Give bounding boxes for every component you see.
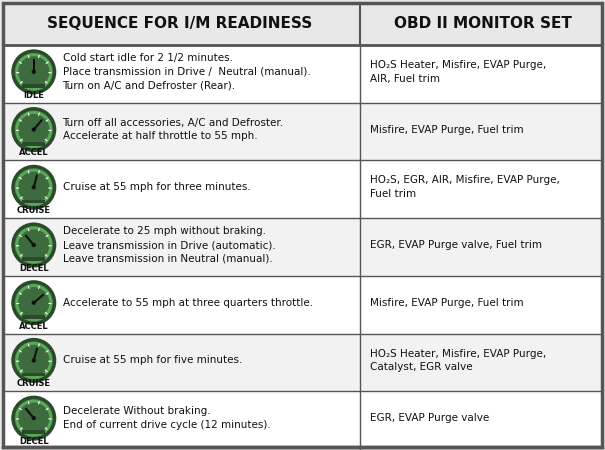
- Text: EGR, EVAP Purge valve: EGR, EVAP Purge valve: [370, 413, 489, 423]
- Circle shape: [19, 346, 49, 375]
- Text: SEQUENCE FOR I/M READINESS: SEQUENCE FOR I/M READINESS: [47, 17, 313, 32]
- Circle shape: [19, 403, 49, 433]
- Circle shape: [32, 243, 35, 247]
- Text: HO₂S Heater, Misfire, EVAP Purge,
AIR, Fuel trim: HO₂S Heater, Misfire, EVAP Purge, AIR, F…: [370, 60, 546, 84]
- Text: Cold start idle for 2 1/2 minutes.
Place transmission in Drive /  Neutral (manua: Cold start idle for 2 1/2 minutes. Place…: [62, 53, 310, 90]
- Circle shape: [16, 112, 51, 147]
- Bar: [3, 333, 602, 392]
- Bar: [22, 84, 45, 88]
- Circle shape: [32, 359, 35, 362]
- Circle shape: [16, 170, 51, 205]
- Circle shape: [19, 57, 49, 87]
- Text: Turn off all accessories, A/C and Defroster.
Accelerate at half throttle to 55 m: Turn off all accessories, A/C and Defros…: [62, 118, 284, 141]
- Text: CRUISE: CRUISE: [17, 206, 51, 215]
- Circle shape: [19, 288, 49, 318]
- Text: DECEL: DECEL: [19, 264, 48, 273]
- Bar: [22, 142, 45, 145]
- Circle shape: [16, 400, 51, 436]
- Text: Misfire, EVAP Purge, Fuel trim: Misfire, EVAP Purge, Fuel trim: [370, 298, 523, 308]
- Bar: [3, 3, 602, 45]
- Circle shape: [19, 172, 49, 202]
- Bar: [3, 161, 602, 218]
- Text: DECEL: DECEL: [19, 437, 48, 446]
- Text: EGR, EVAP Purge valve, Fuel trim: EGR, EVAP Purge valve, Fuel trim: [370, 240, 542, 250]
- Text: IDLE: IDLE: [24, 91, 44, 100]
- Circle shape: [13, 109, 54, 150]
- Bar: [22, 430, 45, 434]
- Circle shape: [19, 115, 49, 144]
- Bar: [22, 373, 45, 377]
- Text: HO₂S Heater, Misfire, EVAP Purge,
Catalyst, EGR valve: HO₂S Heater, Misfire, EVAP Purge, Cataly…: [370, 349, 546, 372]
- Text: Decelerate Without braking.
End of current drive cycle (12 minutes).: Decelerate Without braking. End of curre…: [62, 406, 270, 430]
- Circle shape: [16, 343, 51, 378]
- Circle shape: [13, 51, 54, 93]
- Circle shape: [32, 301, 35, 304]
- Circle shape: [13, 224, 54, 266]
- Circle shape: [13, 282, 54, 324]
- Text: Misfire, EVAP Purge, Fuel trim: Misfire, EVAP Purge, Fuel trim: [370, 125, 523, 135]
- Circle shape: [13, 340, 54, 381]
- Text: Decelerate to 25 mph without braking.
Leave transmission in Drive (automatic).
L: Decelerate to 25 mph without braking. Le…: [62, 226, 275, 264]
- Bar: [3, 45, 602, 103]
- Circle shape: [16, 227, 51, 263]
- Text: Cruise at 55 mph for three minutes.: Cruise at 55 mph for three minutes.: [62, 182, 250, 192]
- Text: OBD II MONITOR SET: OBD II MONITOR SET: [393, 17, 572, 32]
- Text: HO₂S, EGR, AIR, Misfire, EVAP Purge,
Fuel trim: HO₂S, EGR, AIR, Misfire, EVAP Purge, Fue…: [370, 176, 560, 199]
- Bar: [22, 315, 45, 319]
- Text: Cruise at 55 mph for five minutes.: Cruise at 55 mph for five minutes.: [62, 356, 242, 365]
- Bar: [3, 276, 602, 333]
- Text: Accelerate to 55 mph at three quarters throttle.: Accelerate to 55 mph at three quarters t…: [62, 298, 313, 308]
- Circle shape: [32, 417, 35, 419]
- Circle shape: [16, 54, 51, 90]
- Circle shape: [32, 186, 35, 189]
- Circle shape: [32, 128, 35, 131]
- Bar: [3, 218, 602, 276]
- Bar: [22, 257, 45, 261]
- Circle shape: [13, 397, 54, 439]
- Circle shape: [32, 70, 35, 73]
- Circle shape: [16, 285, 51, 320]
- Bar: [3, 103, 602, 161]
- Circle shape: [19, 230, 49, 260]
- Circle shape: [13, 166, 54, 208]
- Text: CRUISE: CRUISE: [17, 379, 51, 388]
- Bar: [22, 199, 45, 203]
- Text: ACCEL: ACCEL: [19, 322, 48, 331]
- Text: ACCEL: ACCEL: [19, 148, 48, 157]
- Bar: [3, 392, 602, 449]
